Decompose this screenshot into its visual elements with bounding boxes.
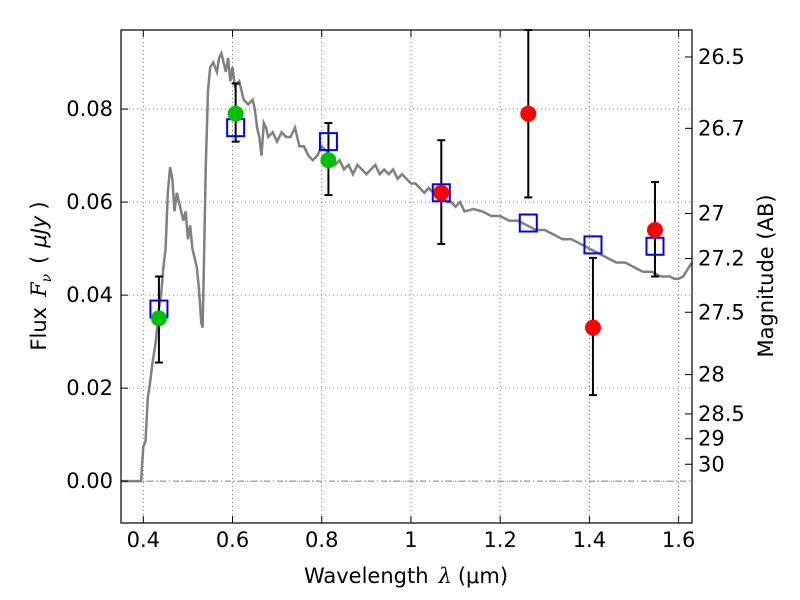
model-square: [518, 213, 538, 233]
x-tick-label: 1: [404, 528, 417, 552]
y2-axis-label: Magnitude (AB): [754, 194, 778, 357]
detection-dot: [320, 152, 337, 169]
x-axis-label: Wavelength λ (μm): [304, 564, 508, 588]
measurement-dot: [520, 105, 537, 122]
y-tick-label: 0.08: [66, 97, 113, 121]
measurement-dot: [584, 319, 601, 336]
y2-tick-label: 27.5: [698, 300, 745, 324]
y2-tick-label: 26.5: [698, 45, 745, 69]
detection-dot: [227, 105, 244, 122]
detection-dot: [150, 310, 167, 327]
y2-tick-label: 26.7: [698, 116, 745, 140]
y-tick-label: 0.00: [66, 469, 113, 493]
y2-tick-label: 29: [698, 427, 725, 451]
x-tick-label: 0.8: [305, 528, 338, 552]
x-tick-label: 1.2: [483, 528, 516, 552]
y-tick-label: 0.04: [66, 283, 113, 307]
y2-tick-label: 27.2: [698, 247, 745, 271]
y-axis-ticks: 0.00 0.02 0.04 0.06 0.08: [66, 97, 128, 493]
plot-frame: [120, 29, 693, 524]
x-tick-label: 0.4: [127, 528, 160, 552]
model-square: [583, 235, 603, 255]
measurement-points: [433, 105, 663, 336]
y2-tick-label: 27: [698, 202, 725, 226]
y-tick-label: 0.02: [66, 376, 113, 400]
x-tick-label: 0.6: [216, 528, 249, 552]
y2-tick-label: 28.5: [698, 402, 745, 426]
measurement-dot: [433, 184, 450, 201]
x-tick-label: 1.4: [573, 528, 606, 552]
x-tick-label: 1.6: [662, 528, 695, 552]
detection-points: [150, 105, 337, 327]
y-axis-label: FluxFν(μJy): [27, 201, 55, 350]
y-tick-label: 0.06: [66, 190, 113, 214]
model-square: [431, 183, 451, 203]
plot-area: [121, 29, 694, 483]
y2-tick-label: 28: [698, 363, 725, 387]
model-square: [318, 132, 338, 152]
measurement-dot: [646, 221, 663, 238]
x-axis-ticks: 0.4 0.6 0.8 1 1.2 1.4 1.6: [127, 30, 695, 552]
sed-model-curve: [121, 49, 694, 483]
y2-tick-label: 30: [698, 452, 725, 476]
